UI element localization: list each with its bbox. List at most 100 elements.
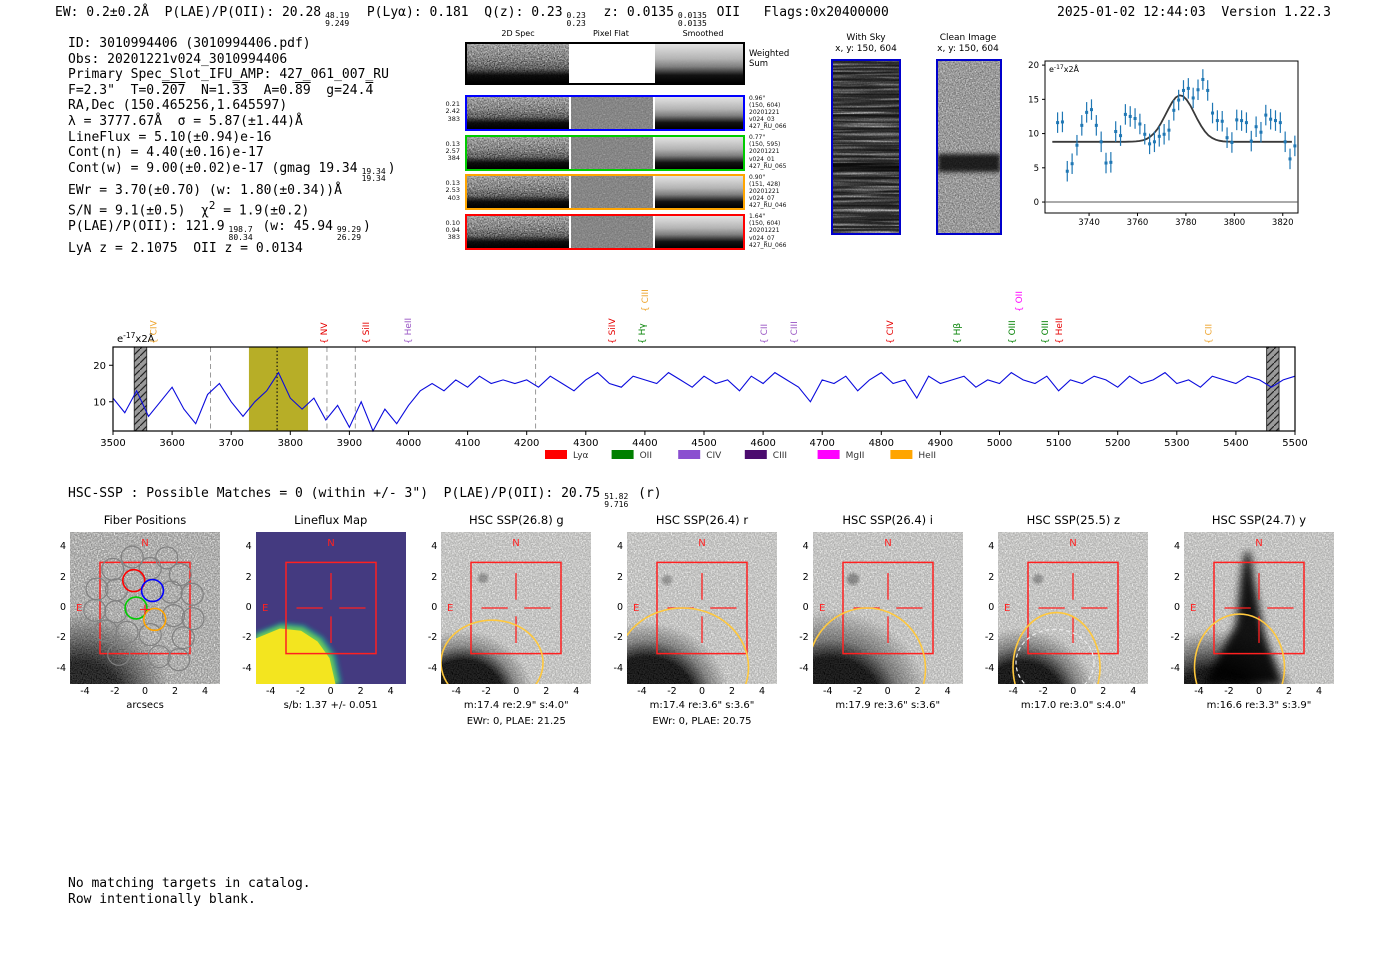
panel-overlay-r: NE [627, 538, 750, 684]
y-tick-label: -2 [1170, 632, 1180, 644]
svg-text:4200: 4200 [514, 438, 539, 449]
y-tick-label: 4 [59, 541, 66, 553]
fraction-lower: 26.29 [336, 232, 362, 242]
detection-info-block: ID: 3010994406 (3010994406.pdf) Obs: 2020… [68, 36, 396, 257]
svg-text:4300: 4300 [573, 438, 598, 449]
svg-text:3780: 3780 [1175, 218, 1197, 228]
y-tick-label: 2 [245, 571, 252, 583]
footer-line-1: No matching targets in catalog. [68, 876, 311, 891]
2d-spec-cell [467, 97, 570, 129]
smoothed-cell [654, 136, 743, 169]
svg-text:4100: 4100 [455, 438, 480, 449]
x-tick-label: 0 [1255, 686, 1263, 697]
with-sky-image [831, 59, 901, 235]
svg-text:E: E [447, 603, 453, 614]
weighted-sum-line: Sum [749, 58, 769, 69]
info-line: S/N = 9.1(±0.5) χ2 = 1.9(±0.2) [68, 198, 396, 219]
svg-text:N: N [513, 538, 520, 549]
svg-text:{ CIV: { CIV [150, 319, 160, 344]
panel-title-r: HSC SSP(26.4) r [655, 513, 749, 527]
smoothed-cell [654, 44, 743, 83]
smoothed-cell [654, 176, 743, 208]
2d-spec-row [465, 42, 745, 85]
svg-text:HeII: HeII [918, 451, 936, 461]
fiber-id-line: 20201221 [749, 148, 780, 156]
x-tick-label: 0 [884, 686, 891, 697]
y-tick-label: -4 [56, 662, 66, 674]
noise-texture [654, 176, 743, 208]
pixel-flat-cell [570, 44, 654, 83]
svg-text:4500: 4500 [691, 438, 716, 449]
with-sky-title: With Sky [846, 33, 886, 43]
2d-spec-cell [467, 44, 570, 83]
svg-text:E: E [819, 603, 825, 614]
header-summary-line: EW: 0.2±0.2Å P(LAE)/P(OII): 20.28 48.19 9.… [55, 5, 889, 27]
svg-text:E: E [633, 603, 639, 614]
y-tick-label: 0 [988, 602, 995, 613]
text-segment: RA,Dec (150.465256,1.645597) [68, 98, 288, 114]
smoothed-cell [654, 215, 743, 248]
svg-text:3800: 3800 [1224, 218, 1246, 228]
stacked-fraction: 19.34 19.34 [362, 168, 386, 183]
svg-text:Lyα: Lyα [573, 451, 589, 461]
noise-texture [467, 176, 570, 208]
y-tick-label: 0 [1173, 602, 1180, 613]
svg-text:E: E [1190, 603, 1196, 614]
x-tick-label: 4 [1315, 686, 1323, 697]
stacked-fraction: 0.0135 0.0135 [678, 12, 707, 27]
noise-texture [654, 97, 743, 129]
text-segment: EW: 0.2±0.2Å P(LAE)/P(OII): 20.28 [55, 5, 322, 20]
fiber-id-line: (151, 428) [749, 180, 781, 188]
fiber-id-labels: 0.90" (151, 428) 20201221 v024_07 427_RU_046 [749, 174, 819, 210]
fraction-upper: 19.34 [361, 166, 386, 176]
noise-texture [570, 97, 654, 129]
stacked-fraction: 0.23 0.23 [567, 12, 586, 27]
x-tick-label: -4 [80, 686, 90, 697]
fiber-id-line: (150, 604) [749, 101, 781, 109]
pixel-flat-cell [570, 136, 654, 169]
noise-texture [467, 97, 570, 129]
fiber-id-line: 20201221 [749, 187, 780, 195]
noise-texture [654, 44, 743, 83]
panel-xlabel-fiber: arcsecs [126, 700, 164, 711]
fiber-id-line: 1.64" [749, 213, 766, 220]
y-tick-label: -4 [799, 662, 809, 674]
y-tick-label: 2 [802, 571, 809, 583]
panel-title-y: HSC SSP(24.7) y [1211, 513, 1307, 527]
svg-text:N: N [327, 538, 334, 549]
x-tick-label: 0 [141, 686, 149, 697]
superscript-segment: 2 [208, 199, 216, 213]
info-line: LineFlux = 5.10(±0.94)e-16 [68, 130, 396, 146]
y-tick-label: -2 [613, 632, 623, 644]
x-tick-label: -4 [265, 686, 276, 697]
noise-texture [467, 136, 570, 169]
fraction-upper: 51.82 [604, 492, 629, 501]
fiber-weight-value: 384 [447, 154, 460, 163]
svg-text:N: N [1255, 538, 1262, 549]
fraction-lower: 19.34 [361, 174, 386, 184]
svg-text:20: 20 [93, 361, 106, 372]
footer-line-2: Row intentionally blank. [68, 892, 256, 907]
2d-spec-cell [467, 215, 570, 248]
panel-title-g: HSC SSP(26.8) g [468, 513, 564, 527]
svg-text:4400: 4400 [632, 438, 657, 449]
x-tick-label: 2 [1100, 686, 1107, 697]
stacked-fraction: 198.7 80.34 [229, 226, 253, 241]
panel-title-z: HSC SSP(25.5) z [1026, 513, 1121, 527]
header-spacer [1206, 5, 1222, 20]
x-tick-label: 4 [573, 686, 580, 697]
2d-spec-header: 2D Spec [501, 29, 535, 38]
2d-spec-row [465, 213, 745, 250]
svg-text:{ Hβ: { Hβ [953, 323, 963, 344]
svg-text:3700: 3700 [218, 438, 243, 449]
text-segment: ) [363, 219, 371, 235]
text-segment: OII Flags:0x20400000 [708, 5, 889, 20]
x-tick-label: -2 [667, 686, 677, 697]
svg-text:{ NV: { NV [320, 322, 330, 344]
info-line: LyA z = 2.1075 OII z = 0.0134 [68, 241, 396, 257]
clean-image-coords: x, y: 150, 604 [937, 44, 999, 54]
y-tick-label: 2 [431, 571, 438, 583]
svg-text:N: N [141, 538, 148, 549]
noise-texture [654, 136, 743, 169]
svg-text:{ HeII: { HeII [1055, 318, 1065, 344]
